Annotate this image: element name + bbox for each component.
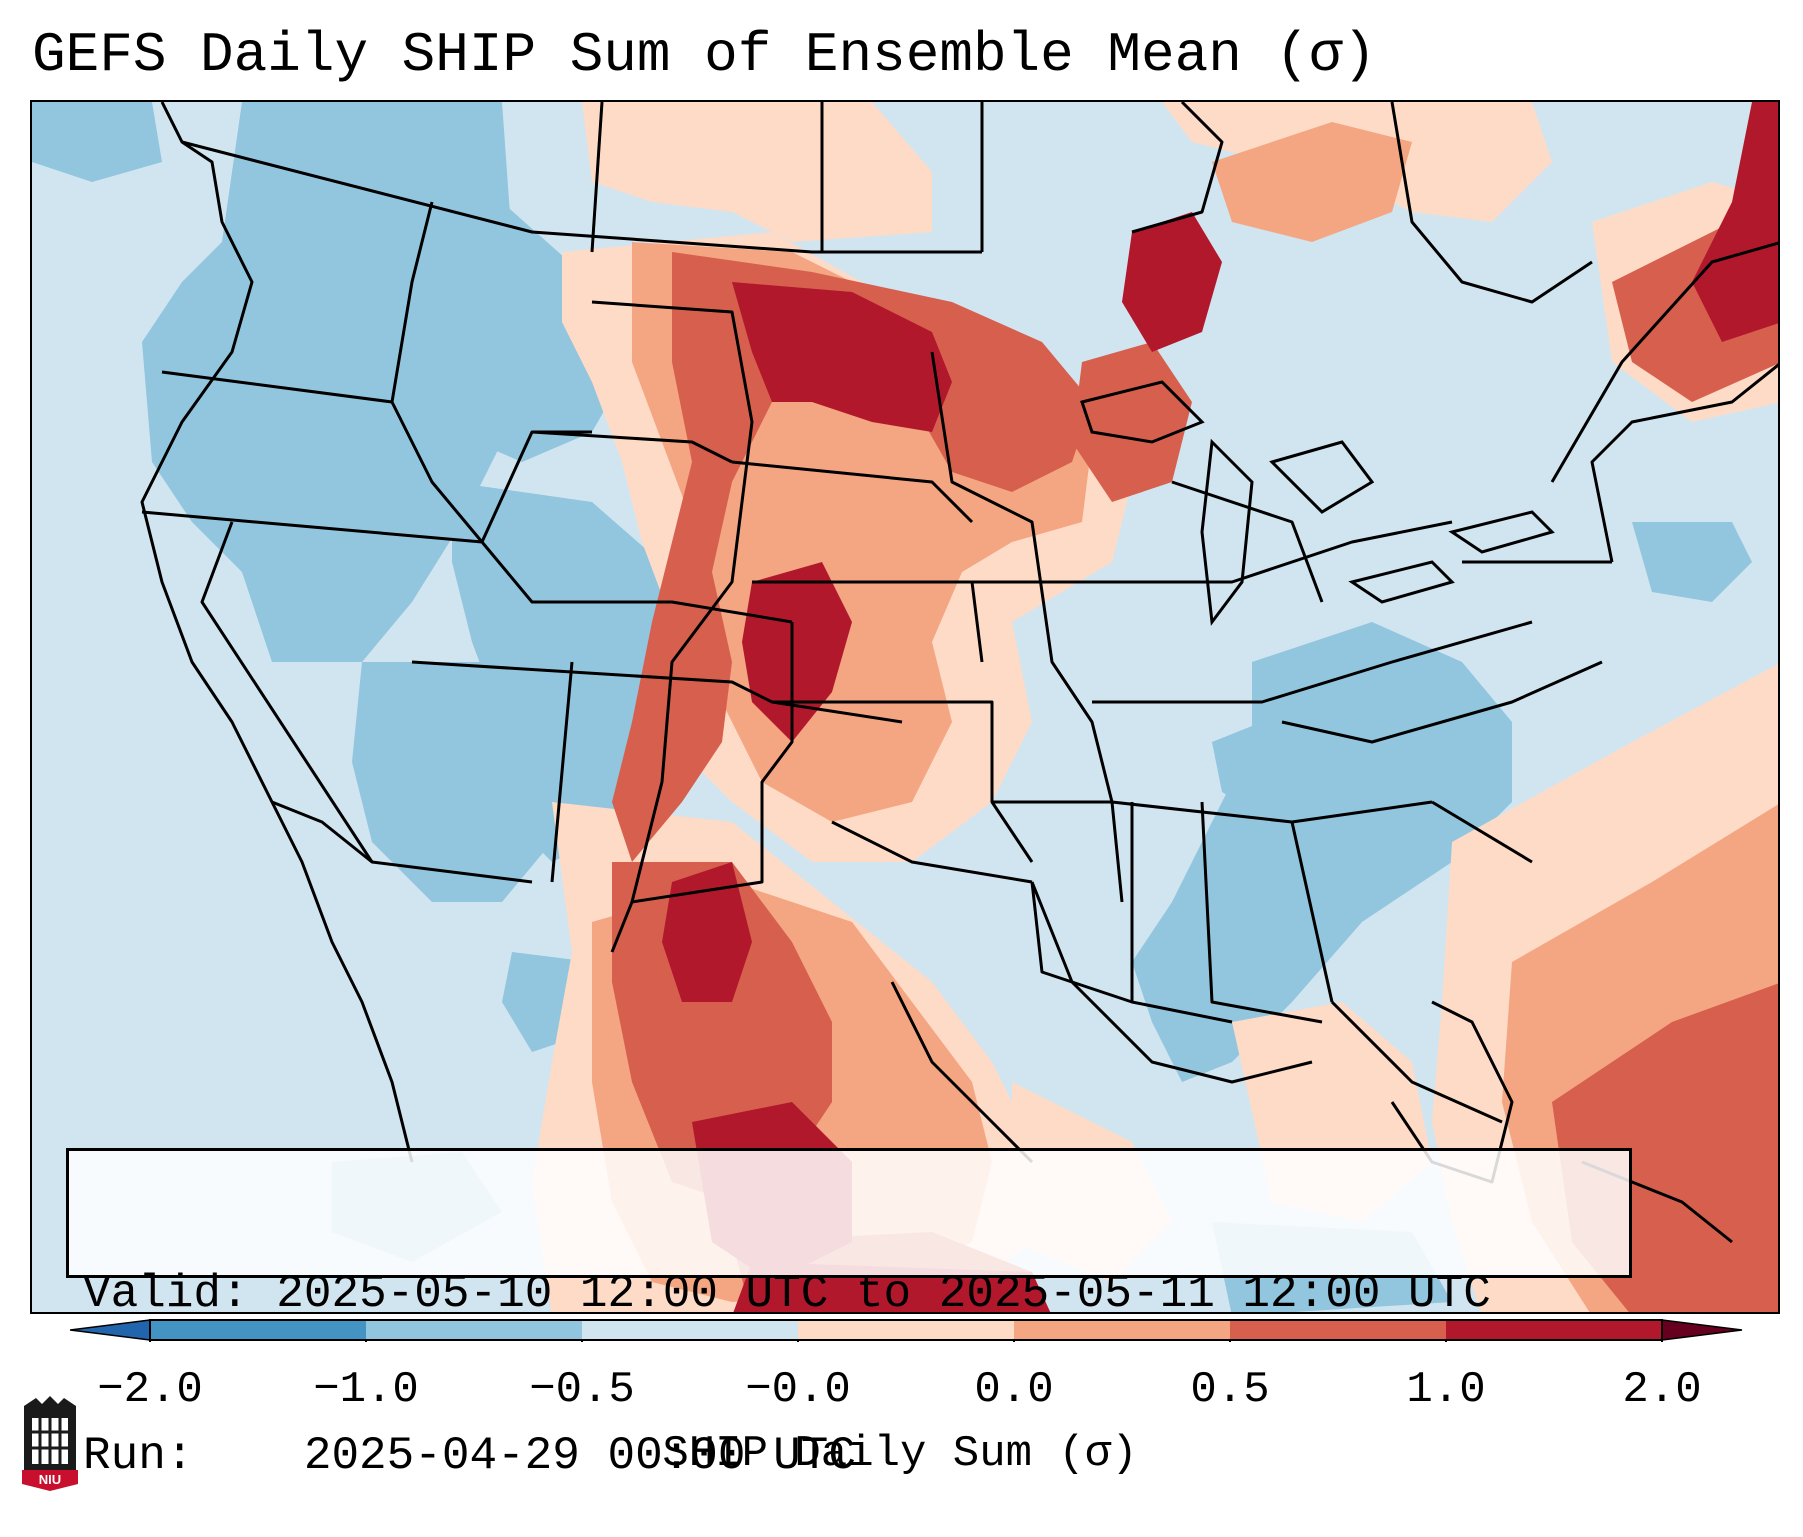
colorbar-segment-2 — [366, 1320, 582, 1340]
colorbar-tick-label: −2.0 — [97, 1365, 203, 1415]
valid-run-info-box: Valid: 2025-05-10 12:00 UTC to 2025-05-1… — [66, 1148, 1632, 1482]
run-label: Run: — [83, 1430, 194, 1482]
colorbar-label: SHIP Daily Sum (σ) — [662, 1429, 1138, 1479]
colorbar-segment-7 — [1446, 1320, 1662, 1340]
colorbar-extend-low — [70, 1319, 151, 1341]
valid-time-row: Valid: 2025-05-10 12:00 UTC to 2025-05-1… — [83, 1267, 1615, 1321]
colorbar-segment-5 — [1014, 1320, 1230, 1340]
great-lakes — [1080, 380, 1555, 626]
colorbar-tick-label: 2.0 — [1622, 1365, 1702, 1415]
colorbar-extend-high — [1661, 1319, 1743, 1341]
map-panel — [30, 100, 1780, 1314]
colorbar-tick-label: −0.0 — [745, 1365, 851, 1415]
colorbar-tick-label: 0.5 — [1190, 1365, 1270, 1415]
niu-logo-icon: NIU — [22, 1396, 78, 1491]
colorbar-segment-4 — [798, 1320, 1014, 1340]
colorbar-tick-label: 0.0 — [974, 1365, 1054, 1415]
colorbar-segment-6 — [1230, 1320, 1446, 1340]
political-boundaries — [140, 102, 1778, 1244]
colorbar-tick-label: 1.0 — [1406, 1365, 1486, 1415]
colorbar-segment-3 — [582, 1320, 798, 1340]
colorbar-segment-1 — [150, 1320, 366, 1340]
valid-value: 2025-05-10 12:00 UTC to 2025-05-11 12:00… — [276, 1268, 1491, 1320]
map-title: GEFS Daily SHIP Sum of Ensemble Mean (σ) — [32, 23, 1377, 87]
ship-field-map — [32, 102, 1778, 1312]
valid-label: Valid: — [83, 1268, 249, 1320]
run-time-row: Run: 2025-04-29 00:00 UTC — [83, 1429, 1615, 1483]
colorbar-tick-label: −0.5 — [529, 1365, 635, 1415]
logo-text: NIU — [39, 1472, 61, 1487]
colorbar — [70, 1319, 1743, 1342]
run-value: 2025-04-29 00:00 UTC — [303, 1430, 856, 1482]
colorbar-tick-label: −1.0 — [313, 1365, 419, 1415]
